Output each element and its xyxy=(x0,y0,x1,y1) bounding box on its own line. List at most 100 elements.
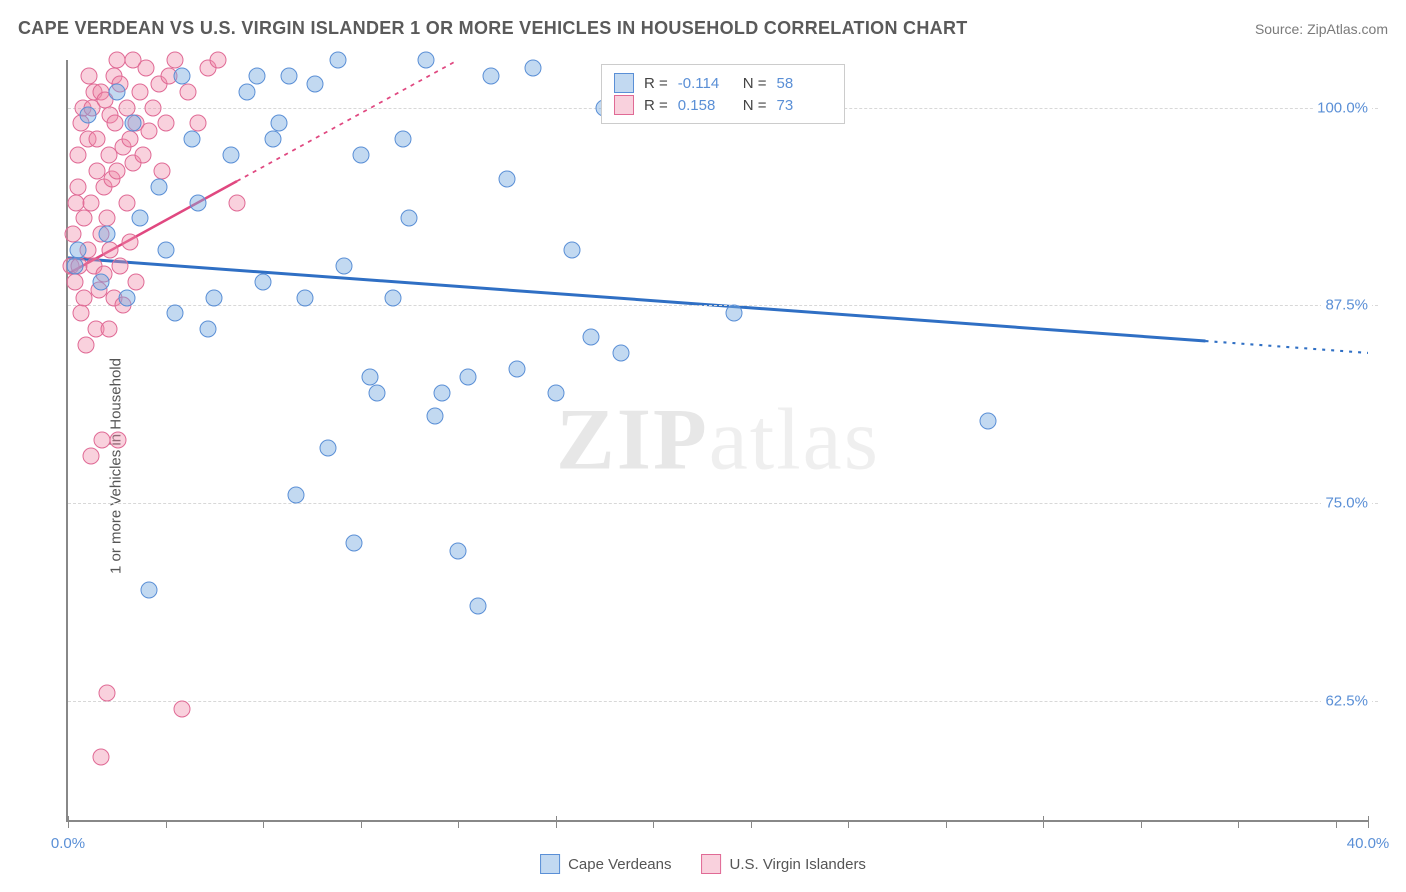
point-blue xyxy=(157,242,174,259)
point-pink xyxy=(100,321,117,338)
point-blue xyxy=(427,408,444,425)
plot-area: ZIPatlas R = -0.114 N = 58 R = 0.158 N =… xyxy=(66,60,1368,822)
point-pink xyxy=(157,115,174,132)
r-label: R = xyxy=(644,97,668,114)
point-blue xyxy=(726,305,743,322)
ytick-label: 62.5% xyxy=(1321,693,1372,710)
xtick xyxy=(1336,820,1337,828)
point-blue xyxy=(563,242,580,259)
point-pink xyxy=(131,83,148,100)
xtick xyxy=(1141,820,1142,828)
xtick xyxy=(556,816,557,828)
point-blue xyxy=(173,67,190,84)
point-blue xyxy=(99,226,116,243)
point-pink xyxy=(118,194,135,211)
n-label: N = xyxy=(743,97,767,114)
point-blue xyxy=(141,582,158,599)
point-blue xyxy=(190,194,207,211)
point-pink xyxy=(134,147,151,164)
legend-row-pink: R = 0.158 N = 73 xyxy=(614,95,832,115)
point-blue xyxy=(498,170,515,187)
xtick xyxy=(166,820,167,828)
chart-source: Source: ZipAtlas.com xyxy=(1255,21,1388,37)
point-blue xyxy=(450,542,467,559)
watermark: ZIPatlas xyxy=(556,390,880,491)
gridline xyxy=(68,503,1378,504)
point-blue xyxy=(66,257,83,274)
n-value-pink: 73 xyxy=(777,97,832,114)
point-pink xyxy=(64,226,81,243)
point-pink xyxy=(190,115,207,132)
point-blue xyxy=(131,210,148,227)
point-blue xyxy=(368,384,385,401)
xtick xyxy=(848,820,849,828)
point-pink xyxy=(94,432,111,449)
r-label: R = xyxy=(644,75,668,92)
legend-item-blue: Cape Verdeans xyxy=(540,854,671,874)
point-blue xyxy=(183,131,200,148)
point-blue xyxy=(979,413,996,430)
n-value-blue: 58 xyxy=(777,75,832,92)
r-value-blue: -0.114 xyxy=(678,75,733,92)
point-blue xyxy=(394,131,411,148)
xtick xyxy=(751,820,752,828)
point-pink xyxy=(121,234,138,251)
legend-label-pink: U.S. Virgin Islanders xyxy=(729,856,865,873)
xtick xyxy=(263,820,264,828)
point-pink xyxy=(138,59,155,76)
point-blue xyxy=(547,384,564,401)
xtick xyxy=(458,820,459,828)
point-blue xyxy=(92,273,109,290)
ytick-label: 100.0% xyxy=(1313,99,1372,116)
point-pink xyxy=(73,305,90,322)
xtick xyxy=(1238,820,1239,828)
point-pink xyxy=(167,52,184,69)
trend-lines xyxy=(68,60,1368,820)
point-blue xyxy=(206,289,223,306)
point-blue xyxy=(433,384,450,401)
point-blue xyxy=(79,107,96,124)
ytick-label: 75.0% xyxy=(1321,495,1372,512)
point-pink xyxy=(110,432,127,449)
point-blue xyxy=(583,329,600,346)
point-pink xyxy=(108,162,125,179)
point-pink xyxy=(209,52,226,69)
xtick xyxy=(1043,816,1044,828)
xtick xyxy=(946,820,947,828)
ytick-label: 87.5% xyxy=(1321,297,1372,314)
point-blue xyxy=(385,289,402,306)
point-pink xyxy=(107,115,124,132)
point-blue xyxy=(118,289,135,306)
chart-header: CAPE VERDEAN VS U.S. VIRGIN ISLANDER 1 O… xyxy=(18,18,1388,39)
point-pink xyxy=(144,99,161,116)
correlation-legend: R = -0.114 N = 58 R = 0.158 N = 73 xyxy=(601,64,845,124)
point-blue xyxy=(329,52,346,69)
point-pink xyxy=(76,210,93,227)
point-blue xyxy=(238,83,255,100)
legend-swatch-blue xyxy=(540,854,560,874)
point-blue xyxy=(307,75,324,92)
point-blue xyxy=(459,368,476,385)
point-blue xyxy=(320,439,337,456)
point-blue xyxy=(401,210,418,227)
point-blue xyxy=(482,67,499,84)
point-pink xyxy=(108,52,125,69)
point-blue xyxy=(362,368,379,385)
point-pink xyxy=(82,194,99,211)
chart-area: 1 or more Vehicles in Household ZIPatlas… xyxy=(18,50,1388,882)
point-blue xyxy=(199,321,216,338)
watermark-bold: ZIP xyxy=(556,392,709,489)
point-blue xyxy=(151,178,168,195)
point-blue xyxy=(336,257,353,274)
point-blue xyxy=(167,305,184,322)
point-blue xyxy=(281,67,298,84)
gridline xyxy=(68,305,1378,306)
xtick xyxy=(1368,816,1369,828)
point-pink xyxy=(81,67,98,84)
point-pink xyxy=(102,242,119,259)
point-pink xyxy=(99,210,116,227)
legend-swatch-pink xyxy=(614,95,634,115)
r-value-pink: 0.158 xyxy=(678,97,733,114)
series-legend: Cape Verdeans U.S. Virgin Islanders xyxy=(540,854,866,874)
point-blue xyxy=(264,131,281,148)
